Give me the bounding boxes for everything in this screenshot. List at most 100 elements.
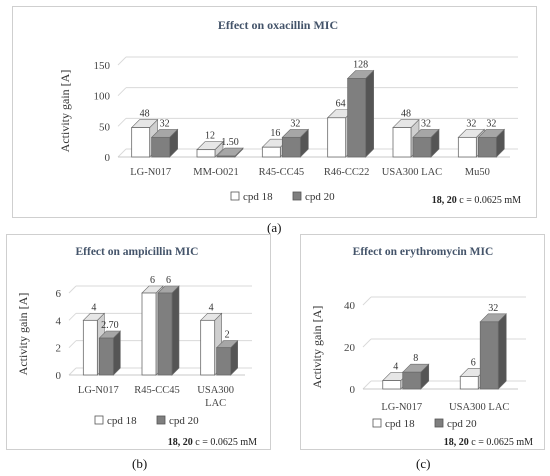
gridline-side bbox=[117, 117, 127, 127]
bar-cpd20 bbox=[479, 321, 499, 390]
data-label: 6 bbox=[150, 275, 155, 286]
y-tick-label: 6 bbox=[56, 288, 62, 300]
data-label: 2 bbox=[225, 330, 230, 341]
note-concentration: c = 0.0625 mM bbox=[193, 437, 257, 448]
bar-cpd18 bbox=[200, 319, 216, 376]
bar-cpd20 bbox=[98, 337, 114, 376]
bar-cpd18 bbox=[82, 319, 98, 376]
x-tick-label: USA300 bbox=[197, 385, 234, 396]
legend-swatch-cpd20 bbox=[434, 418, 444, 428]
gridline-side bbox=[362, 296, 372, 306]
data-label: 32 bbox=[488, 303, 498, 314]
legend-swatch-cpd18 bbox=[230, 191, 240, 201]
chart-panel-ampicillin: Effect on ampicillin MIC Activity gain [A… bbox=[6, 234, 271, 450]
concentration-note: 18, 20 c = 0.0625 mM bbox=[168, 437, 257, 448]
caption-c: (c) bbox=[416, 456, 431, 471]
y-tick-label: 4 bbox=[56, 315, 62, 327]
bar-cpd18 bbox=[131, 127, 151, 158]
chart-panel-oxacillin: Effect on oxacillin MIC Activity gain [A]… bbox=[12, 6, 537, 218]
bar-cpd18 bbox=[196, 149, 216, 158]
data-label: 32 bbox=[421, 118, 431, 129]
bar-cpd20 bbox=[412, 136, 432, 158]
bar-cpd20 bbox=[347, 78, 367, 158]
x-tick-label: USA300 LAC bbox=[382, 167, 442, 178]
y-tick-label: 50 bbox=[99, 121, 111, 133]
data-label: 4 bbox=[393, 362, 398, 373]
data-label: 128 bbox=[353, 59, 368, 70]
chart-title: Effect on erythromycin MIC bbox=[353, 246, 494, 258]
y-tick-label: 0 bbox=[350, 384, 356, 396]
y-axis-label: Activity gain [A] bbox=[16, 293, 30, 376]
chart-panel-erythromycin: Effect on erythromycin MIC Activity gain … bbox=[300, 234, 545, 450]
bar-cpd20 bbox=[157, 292, 173, 376]
x-tick-label: LG-N017 bbox=[130, 167, 171, 178]
note-compounds: 18, 20 bbox=[168, 437, 193, 448]
x-tick-label: LG-N017 bbox=[78, 385, 119, 396]
legend-label: cpd 20 bbox=[447, 418, 477, 430]
gridline-side bbox=[362, 338, 372, 348]
data-label: 6 bbox=[471, 357, 476, 368]
chart-title: Effect on ampicillin MIC bbox=[76, 246, 199, 258]
bar-cpd20 bbox=[216, 155, 236, 158]
data-label: 48 bbox=[140, 109, 150, 120]
bar-cpd18 bbox=[459, 375, 479, 390]
chart-title: Effect on oxacillin MIC bbox=[218, 18, 338, 32]
y-tick-label: 2 bbox=[56, 343, 62, 355]
note-concentration: c = 0.0625 mM bbox=[457, 195, 521, 206]
x-tick-label: USA300 LAC bbox=[449, 402, 509, 413]
gridline-side bbox=[362, 380, 372, 390]
legend-swatch-cpd20 bbox=[156, 415, 166, 425]
x-tick-label: R45-CC45 bbox=[259, 167, 305, 178]
oxacillin-chart: Effect on oxacillin MIC Activity gain [A]… bbox=[58, 18, 521, 206]
x-tick-label: R46-CC22 bbox=[324, 167, 370, 178]
data-label: 48 bbox=[401, 109, 411, 120]
caption-a: (a) bbox=[267, 220, 282, 235]
legend-swatch-cpd18 bbox=[372, 418, 382, 428]
data-label: 6 bbox=[166, 275, 171, 286]
bar-side bbox=[365, 69, 374, 158]
note-concentration: c = 0.0625 mM bbox=[469, 437, 533, 448]
y-tick-label: 0 bbox=[56, 370, 62, 382]
bar-cpd20 bbox=[216, 347, 232, 376]
note-compounds: 18, 20 bbox=[432, 195, 457, 206]
bar-cpd20 bbox=[402, 371, 422, 390]
bar-cpd18 bbox=[141, 292, 157, 376]
gridline-side bbox=[68, 312, 77, 321]
concentration-note: 18, 20 c = 0.0625 mM bbox=[432, 195, 521, 206]
bar-cpd18 bbox=[327, 117, 347, 158]
data-label: 4 bbox=[91, 302, 96, 313]
y-tick-label: 40 bbox=[344, 300, 356, 312]
data-label: 64 bbox=[336, 99, 346, 110]
caption-b: (b) bbox=[132, 456, 148, 471]
data-label: 8 bbox=[413, 353, 418, 364]
bar-cpd18 bbox=[457, 136, 477, 158]
gridline-side bbox=[117, 56, 127, 66]
erythromycin-chart: Effect on erythromycin MIC Activity gain … bbox=[310, 246, 533, 448]
gridline-side bbox=[68, 285, 77, 294]
data-label: 16 bbox=[270, 128, 280, 139]
concentration-note: 18, 20 c = 0.0625 mM bbox=[444, 437, 533, 448]
gridline-side bbox=[68, 367, 77, 376]
gridline-side bbox=[117, 148, 127, 158]
bar-cpd20 bbox=[151, 136, 171, 158]
legend-swatch-cpd20 bbox=[292, 191, 302, 201]
y-tick-label: 100 bbox=[94, 91, 111, 103]
y-axis-label: Activity gain [A] bbox=[58, 70, 72, 153]
x-tick-label-line2: LAC bbox=[205, 398, 226, 409]
legend-label: cpd 18 bbox=[385, 418, 415, 430]
bar-cpd20 bbox=[477, 136, 497, 158]
bar-cpd18 bbox=[392, 127, 412, 158]
data-label: 12 bbox=[205, 131, 215, 142]
note-compounds: 18, 20 bbox=[444, 437, 469, 448]
bar-cpd20 bbox=[281, 136, 301, 158]
data-label: 2.70 bbox=[101, 320, 119, 331]
bar-side bbox=[171, 285, 180, 376]
legend-label: cpd 20 bbox=[169, 415, 199, 427]
x-tick-label: LG-N017 bbox=[381, 402, 422, 413]
bar-side bbox=[113, 330, 121, 376]
bar-cpd18 bbox=[261, 146, 281, 158]
bar-side bbox=[497, 313, 507, 390]
legend-label: cpd 18 bbox=[107, 415, 137, 427]
legend-swatch-cpd18 bbox=[94, 415, 104, 425]
ampicillin-chart: Effect on ampicillin MIC Activity gain [A… bbox=[16, 246, 257, 448]
